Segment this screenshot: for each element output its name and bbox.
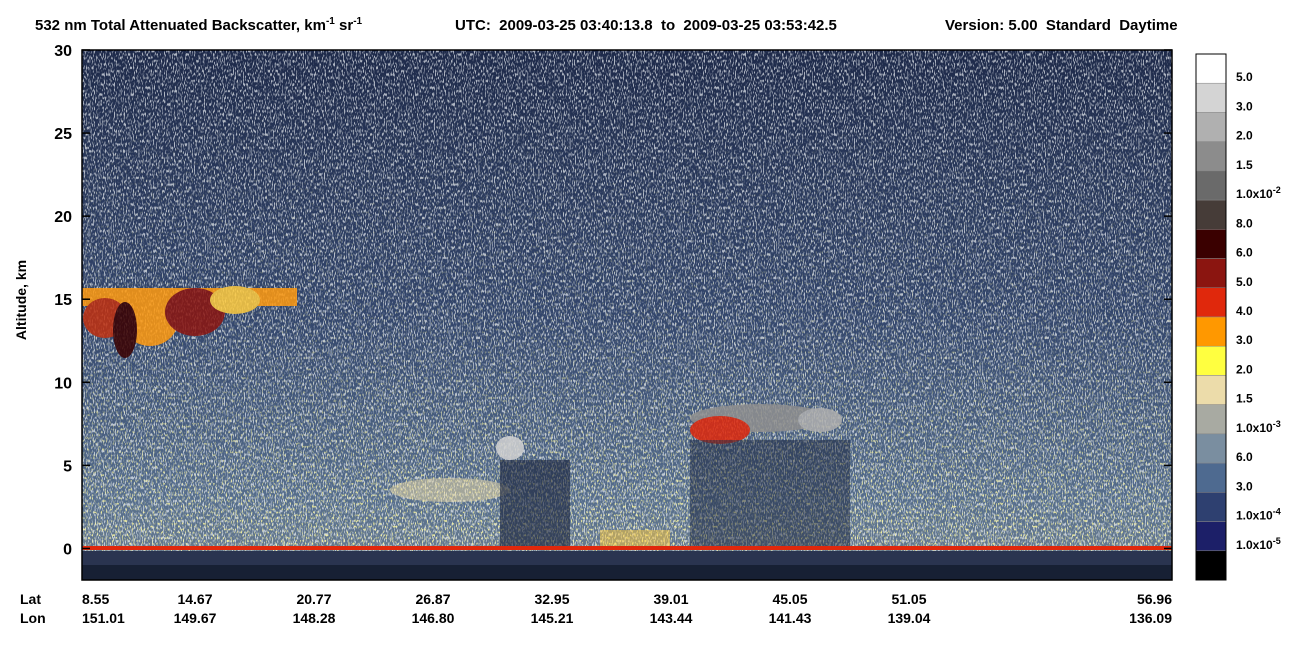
y-tick-label: 25 — [54, 126, 72, 143]
x-tick-label: 26.87 — [415, 591, 450, 607]
x-tick-label: 8.55 — [82, 591, 109, 607]
title-text: sr — [335, 17, 354, 34]
colorbar-label: 4.0 — [1236, 304, 1253, 318]
colorbar-label: 3.0 — [1236, 479, 1253, 493]
x-tick-label: 143.44 — [650, 610, 693, 626]
title-exp: -1 — [353, 16, 362, 27]
x-tick-label: 20.77 — [296, 591, 331, 607]
colorbar-cell — [1195, 229, 1227, 259]
x-tick-label: 151.01 — [82, 610, 125, 626]
x-tick-label: 136.09 — [1129, 610, 1172, 626]
colorbar-cell — [1195, 170, 1227, 201]
y-tick-label: 20 — [54, 209, 72, 226]
x-tick-label: 32.95 — [534, 591, 569, 607]
colorbar-cell — [1195, 316, 1227, 347]
colorbar-label: 5.0 — [1236, 70, 1253, 84]
x-tick-label: 146.80 — [412, 610, 455, 626]
version-label: Version: 5.00 Standard Daytime — [945, 17, 1178, 34]
colorbar-cell — [1195, 521, 1227, 552]
x-tick-label: 149.67 — [174, 610, 217, 626]
colorbar-cell — [1195, 550, 1227, 581]
colorbar-label-exp: -5 — [1273, 536, 1281, 546]
colorbar-label: 2.0 — [1236, 362, 1253, 376]
x-tick-label: 145.21 — [531, 610, 574, 626]
colorbar-label-base: 1.0x10 — [1236, 509, 1273, 523]
colorbar-label-exp: -3 — [1273, 419, 1281, 429]
colorbar-label: 2.0 — [1236, 129, 1253, 143]
colorbar-cell — [1195, 433, 1227, 464]
colorbar-cell — [1195, 112, 1227, 142]
chart-title: 532 nm Total Attenuated Backscatter, km-… — [35, 16, 363, 34]
x-tick-label: 45.05 — [772, 591, 807, 607]
y-tick-label: 30 — [54, 43, 72, 60]
colorbar-label-exp: -2 — [1273, 185, 1281, 195]
x-row-name: Lat — [20, 591, 41, 607]
colorbar-cell — [1195, 375, 1227, 405]
colorbar-label-base: 1.0x10 — [1236, 187, 1273, 201]
colorbar-cell — [1195, 462, 1227, 493]
colorbar-cell — [1195, 199, 1227, 230]
colorbar-label: 1.0x10-2 — [1236, 185, 1281, 201]
colorbar-label-base: 1.0x10 — [1236, 421, 1273, 435]
colorbar-label: 1.5 — [1236, 392, 1253, 406]
colorbar-label: 5.0 — [1236, 275, 1253, 289]
colorbar-cell — [1195, 404, 1227, 435]
colorbar-label-base: 1.0x10 — [1236, 538, 1273, 552]
x-tick-label: 56.96 — [1137, 591, 1172, 607]
chart-subtitle: UTC: 2009-03-25 03:40:13.8 to 2009-03-25… — [455, 17, 837, 34]
colorbar-label: 6.0 — [1236, 246, 1253, 260]
backscatter-curtain — [82, 50, 1172, 580]
title-text: 532 nm Total Attenuated Backscatter, km — [35, 17, 326, 34]
colorbar-label: 1.5 — [1236, 158, 1253, 172]
x-tick-label: 141.43 — [769, 610, 812, 626]
x-tick-label: 139.04 — [888, 610, 931, 626]
colorbar-cell — [1195, 258, 1227, 289]
y-tick-label: 15 — [54, 292, 72, 309]
colorbar-label: 3.0 — [1236, 99, 1253, 113]
colorbar-cell — [1195, 492, 1227, 522]
colorbar-cell — [1195, 287, 1227, 318]
colorbar-label-exp: -4 — [1273, 507, 1281, 517]
y-tick-label: 5 — [63, 458, 72, 475]
x-row-name: Lon — [20, 610, 46, 626]
colorbar-cell — [1195, 53, 1227, 84]
colorbar-cell — [1195, 345, 1227, 376]
colorbar-label: 3.0 — [1236, 333, 1253, 347]
x-tick-label: 148.28 — [293, 610, 336, 626]
plot-frame — [81, 49, 1173, 581]
y-axis-label: Altitude, km — [13, 260, 29, 340]
y-tick-label: 10 — [54, 375, 72, 392]
colorbar-frame — [1195, 53, 1227, 581]
colorbar-label: 1.0x10-3 — [1236, 419, 1281, 435]
colorbar-cell — [1195, 82, 1227, 113]
title-exp: -1 — [326, 16, 335, 27]
colorbar-cell — [1195, 141, 1227, 172]
x-tick-label: 14.67 — [177, 591, 212, 607]
y-tick-label: 0 — [63, 541, 72, 558]
x-tick-label: 39.01 — [653, 591, 688, 607]
x-tick-label: 51.05 — [891, 591, 926, 607]
colorbar-label: 8.0 — [1236, 216, 1253, 230]
colorbar-label: 1.0x10-5 — [1236, 536, 1281, 552]
colorbar-label: 6.0 — [1236, 450, 1253, 464]
colorbar-label: 1.0x10-4 — [1236, 507, 1281, 523]
